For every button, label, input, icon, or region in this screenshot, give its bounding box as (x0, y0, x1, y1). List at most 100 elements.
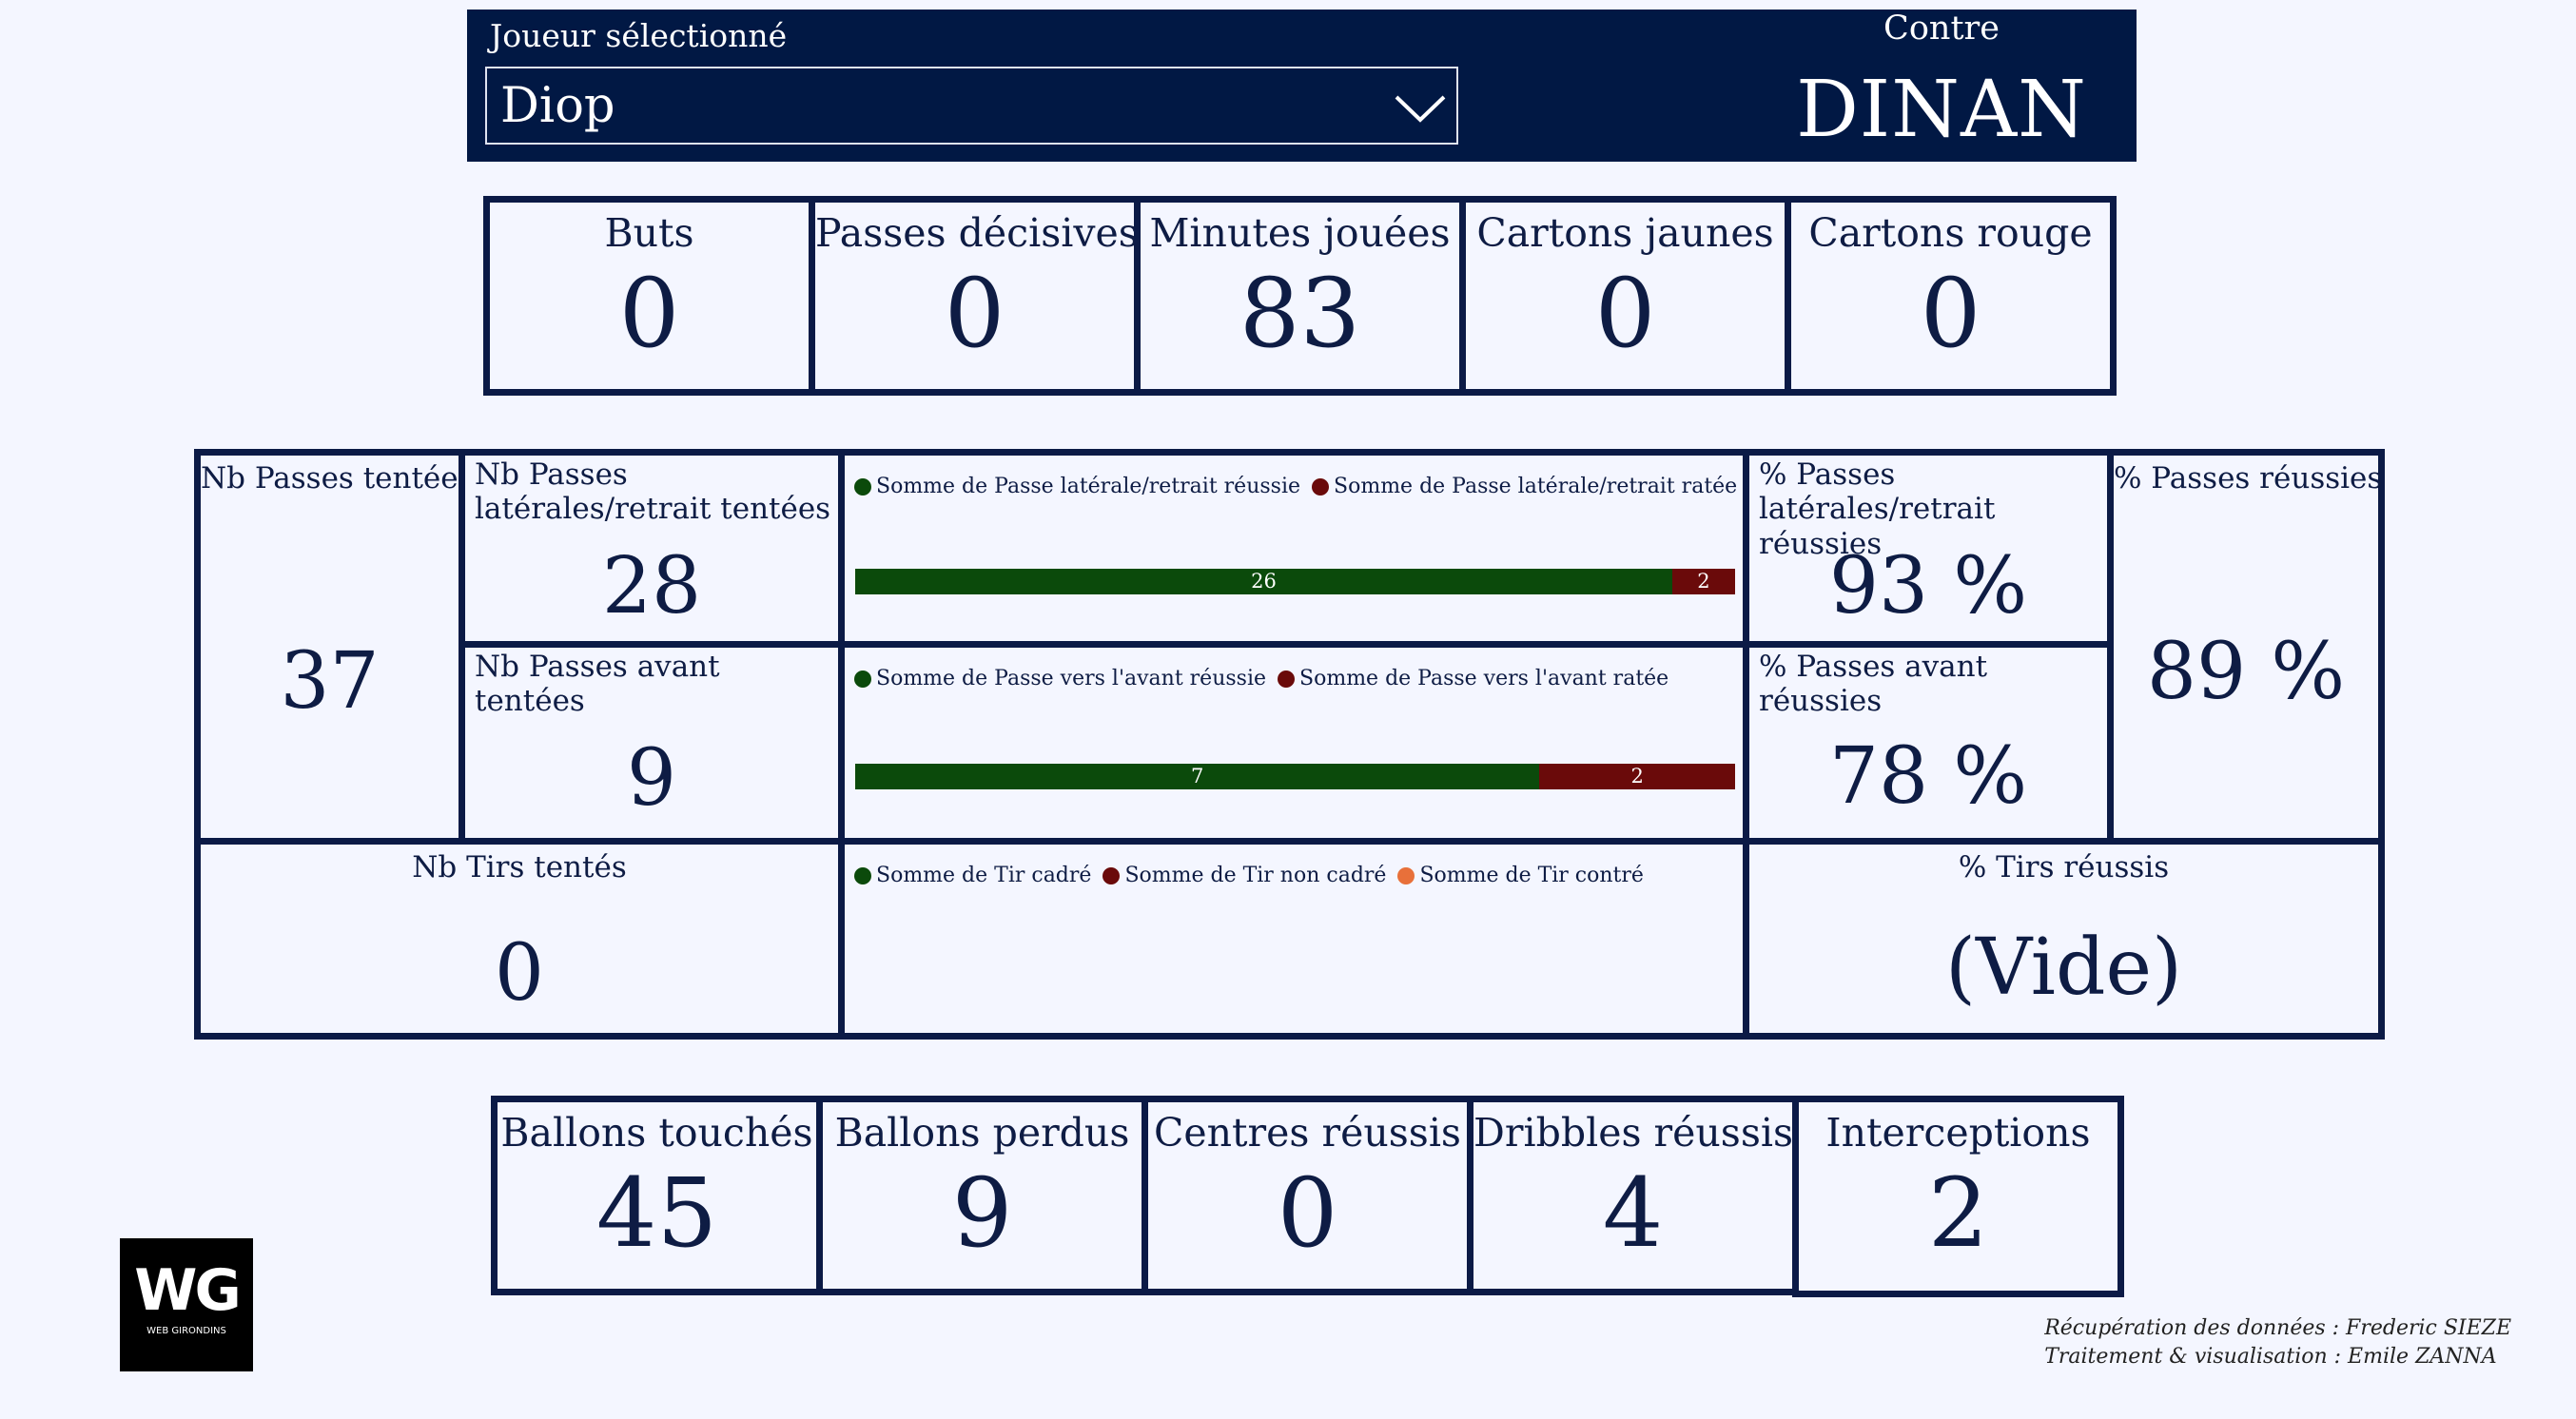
stat-label: Cartons rouge (1808, 210, 2093, 256)
legend-label: Somme de Passe latérale/retrait ratée (1334, 475, 1738, 498)
legend-item: Somme de Tir contré (1397, 864, 1644, 887)
lateral-passes-card: Nb Passes latérales/retrait tentées 28 (459, 449, 845, 648)
header-bar: Joueur sélectionné Diop Contre DINAN (467, 10, 2137, 162)
player-label: Joueur sélectionné (490, 17, 788, 54)
lateral-pct-value: 93 % (1828, 541, 2028, 632)
shots-pct-value: (Vide) (1944, 923, 2182, 1013)
stat-card-yellow-cards: Cartons jaunes 0 (1459, 196, 1791, 396)
forward-pct-label: % Passes avant réussies (1759, 650, 1988, 719)
bar-segment-success: 26 (855, 569, 1672, 594)
legend-item: Somme de Tir cadré (854, 864, 1091, 887)
shots-pct-card: % Tirs réussis (Vide) (1743, 838, 2385, 1040)
legend-dot (1312, 477, 1330, 496)
stat-value: 0 (618, 258, 680, 369)
stat-label: Ballons perdus (834, 1110, 1130, 1156)
legend-dot (1103, 866, 1121, 884)
bar-segment-fail: 2 (1539, 764, 1735, 789)
shots-total-card: Nb Tirs tentés 0 (194, 838, 845, 1040)
legend-label: Somme de Passe vers l'avant ratée (1299, 667, 1669, 690)
chart-legend: Somme de Tir cadré Somme de Tir non cadr… (854, 864, 1655, 887)
legend-dot (1397, 866, 1415, 884)
logo-mark: WG (134, 1257, 241, 1324)
bar-data-label: 7 (1191, 765, 1204, 787)
lateral-passes-value: 28 (601, 541, 702, 632)
stat-value: 4 (1602, 1157, 1664, 1269)
stat-value: 2 (1927, 1157, 1989, 1269)
passes-total-label: Nb Passes tentées (201, 461, 474, 496)
stat-card-assists: Passes décisives 0 (809, 196, 1141, 396)
player-select[interactable]: Diop (485, 67, 1458, 145)
legend-label: Somme de Passe latérale/retrait réussie (876, 475, 1301, 498)
chart-legend: Somme de Passe latérale/retrait réussie … (854, 475, 1748, 498)
bar-data-label: 26 (1251, 570, 1277, 593)
lateral-passes-chart: Somme de Passe latérale/retrait réussie … (838, 449, 1749, 648)
success-pct-value: 89 % (2146, 627, 2346, 717)
legend-item: Somme de Passe vers l'avant ratée (1278, 667, 1669, 690)
forward-pct-value: 78 % (1828, 731, 2028, 822)
stat-value: 0 (1277, 1157, 1338, 1269)
legend-dot (854, 670, 871, 688)
stat-card-crosses: Centres réussis 0 (1142, 1096, 1473, 1295)
stat-card-lost-balls: Ballons perdus 9 (816, 1096, 1148, 1295)
bar-segment-fail: 2 (1671, 569, 1735, 594)
credits-line-viz: Traitement & visualisation : Emile ZANNA (2044, 1344, 2497, 1369)
bar-segment-success: 7 (855, 764, 1540, 789)
wg-logo: WG WEB GIRONDINS (120, 1238, 253, 1371)
stat-card-red-cards: Cartons rouge 0 (1785, 196, 2117, 396)
stat-label: Centres réussis (1154, 1110, 1461, 1156)
stacked-bar: 26 2 (855, 569, 1735, 594)
legend-item: Somme de Passe latérale/retrait ratée (1312, 475, 1737, 498)
stat-card-goals: Buts 0 (483, 196, 815, 396)
legend-dot (1278, 670, 1296, 688)
stat-value: 45 (595, 1157, 718, 1269)
passes-total-value: 37 (280, 636, 380, 727)
credits: Récupération des données : Frederic SIEZ… (2044, 1314, 2511, 1370)
lateral-pct-label: % Passes latérales/retrait réussies (1759, 457, 1996, 561)
legend-item: Somme de Passe latérale/retrait réussie (854, 475, 1300, 498)
passes-total-card: Nb Passes tentées 37 (194, 449, 474, 845)
opponent-name: DINAN (1796, 65, 2087, 155)
shots-pct-label: % Tirs réussis (1958, 850, 2170, 884)
legend-label: Somme de Passe vers l'avant réussie (876, 667, 1267, 690)
shots-total-value: 0 (494, 928, 545, 1019)
lateral-pct-card: % Passes latérales/retrait réussies 93 % (1743, 449, 2114, 648)
forward-passes-chart: Somme de Passe vers l'avant réussie Somm… (838, 641, 1749, 845)
credits-line-data: Récupération des données : Frederic SIEZ… (2044, 1316, 2511, 1340)
stat-card-touches: Ballons touchés 45 (491, 1096, 823, 1295)
lateral-passes-label: Nb Passes latérales/retrait tentées (475, 457, 831, 527)
legend-label: Somme de Tir cadré (876, 864, 1092, 887)
legend-item: Somme de Tir non cadré (1103, 864, 1386, 887)
legend-label: Somme de Tir contré (1419, 864, 1644, 887)
legend-dot (854, 477, 871, 496)
stat-card-minutes: Minutes jouées 83 (1134, 196, 1466, 396)
stat-card-interceptions: Interceptions 2 (1792, 1096, 2124, 1297)
stat-label: Dribbles réussis (1473, 1110, 1794, 1156)
stat-label: Buts (604, 210, 694, 256)
forward-passes-value: 9 (626, 733, 677, 824)
opponent-label: Contre (1883, 10, 2000, 48)
stat-value: 0 (1594, 258, 1656, 369)
stat-label: Passes décisives (815, 210, 1139, 256)
bar-data-label: 2 (1630, 765, 1644, 787)
forward-passes-label: Nb Passes avant tentées (475, 650, 720, 719)
success-pct-label: % Passes réussies (2114, 461, 2383, 496)
shots-chart: Somme de Tir cadré Somme de Tir non cadr… (838, 838, 1749, 1040)
legend-item: Somme de Passe vers l'avant réussie (854, 667, 1266, 690)
stat-value: 83 (1239, 258, 1361, 369)
stat-value: 0 (944, 258, 1005, 369)
success-pct-card: % Passes réussies 89 % (2107, 449, 2385, 845)
chevron-down-icon[interactable] (1393, 86, 1448, 127)
stat-card-dribbles: Dribbles réussis 4 (1467, 1096, 1799, 1295)
stat-value: 0 (1920, 258, 1981, 369)
forward-passes-card: Nb Passes avant tentées 9 (459, 641, 845, 845)
stat-label: Cartons jaunes (1476, 210, 1774, 256)
bar-data-label: 2 (1697, 570, 1710, 593)
forward-pct-card: % Passes avant réussies 78 % (1743, 641, 2114, 845)
logo-subtitle: WEB GIRONDINS (146, 1326, 226, 1336)
shots-total-label: Nb Tirs tentés (412, 850, 627, 884)
stat-label: Minutes jouées (1149, 210, 1451, 256)
stat-label: Ballons touchés (500, 1110, 813, 1156)
stat-value: 9 (951, 1157, 1013, 1269)
legend-label: Somme de Tir non cadré (1124, 864, 1387, 887)
